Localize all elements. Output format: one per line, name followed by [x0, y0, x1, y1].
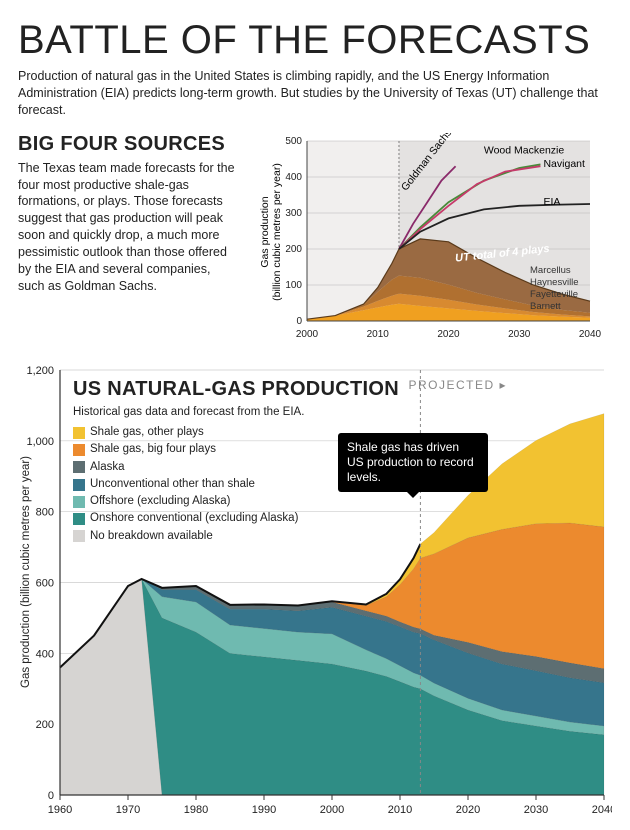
svg-text:2020: 2020: [456, 804, 480, 816]
legend-item: No breakdown available: [73, 528, 399, 545]
chevron-right-icon: ▸: [499, 378, 507, 392]
legend-label: No breakdown available: [90, 528, 213, 545]
legend-swatch: [73, 479, 85, 491]
svg-text:EIA: EIA: [543, 196, 560, 208]
svg-text:500: 500: [285, 136, 302, 147]
svg-text:2030: 2030: [508, 329, 531, 340]
projected-label: PROJECTED ▸: [408, 378, 507, 392]
svg-text:1970: 1970: [116, 804, 140, 816]
legend-item: Shale gas, big four plays: [73, 441, 399, 458]
svg-text:Haynesville: Haynesville: [530, 277, 579, 288]
svg-text:0: 0: [296, 316, 302, 327]
svg-text:Wood Mackenzie: Wood Mackenzie: [484, 144, 565, 156]
legend-swatch: [73, 444, 85, 456]
legend-label: Offshore (excluding Alaska): [90, 493, 230, 510]
svg-text:2000: 2000: [296, 329, 319, 340]
svg-text:200: 200: [285, 244, 302, 255]
svg-text:2000: 2000: [320, 804, 344, 816]
svg-text:2030: 2030: [524, 804, 548, 816]
legend-item: Shale gas, other plays: [73, 424, 399, 441]
svg-text:1,000: 1,000: [26, 435, 54, 447]
svg-text:200: 200: [36, 719, 54, 731]
legend-swatch: [73, 513, 85, 525]
legend-swatch: [73, 427, 85, 439]
svg-text:1,200: 1,200: [26, 365, 54, 377]
legend-swatch: [73, 496, 85, 508]
svg-text:(billion cubic metres per year: (billion cubic metres per year): [271, 163, 283, 301]
legend-swatch: [73, 530, 85, 542]
svg-text:Marcellus: Marcellus: [530, 265, 571, 276]
bigfour-title: BIG FOUR SOURCES: [18, 133, 238, 156]
legend-label: Shale gas, big four plays: [90, 441, 216, 458]
legend-item: Onshore conventional (excluding Alaska): [73, 510, 399, 527]
svg-text:1990: 1990: [252, 804, 276, 816]
svg-text:800: 800: [36, 506, 54, 518]
svg-text:0: 0: [48, 790, 54, 802]
svg-text:400: 400: [285, 172, 302, 183]
svg-text:Fayetteville: Fayetteville: [530, 289, 578, 300]
svg-text:2010: 2010: [388, 804, 412, 816]
small-chart-svg: 0 100 200 300 400 500 2000 2010 2020 2030 2040 Gas …: [252, 133, 602, 343]
big-chart-block: US NATURAL-GAS PRODUCTION Historical gas…: [18, 358, 612, 824]
big-chart-header: US NATURAL-GAS PRODUCTION Historical gas…: [73, 378, 399, 545]
legend-item: Unconventional other than shale: [73, 476, 399, 493]
small-chart: 0 100 200 300 400 500 2000 2010 2020 2030 2040 Gas …: [252, 133, 612, 348]
svg-text:2040: 2040: [579, 329, 602, 340]
svg-text:600: 600: [36, 577, 54, 589]
legend-label: Shale gas, other plays: [90, 424, 204, 441]
big-chart-subtitle: Historical gas data and forecast from th…: [73, 405, 399, 421]
legend-item: Alaska: [73, 459, 399, 476]
svg-text:300: 300: [285, 208, 302, 219]
svg-text:2020: 2020: [437, 329, 460, 340]
svg-text:Barnett: Barnett: [530, 301, 561, 312]
legend-label: Onshore conventional (excluding Alaska): [90, 510, 298, 527]
bigfour-body: The Texas team made forecasts for the fo…: [18, 160, 238, 295]
svg-text:2010: 2010: [367, 329, 390, 340]
svg-text:Navigant: Navigant: [543, 158, 585, 170]
svg-text:2040: 2040: [592, 804, 612, 816]
legend-item: Offshore (excluding Alaska): [73, 493, 399, 510]
svg-text:100: 100: [285, 280, 302, 291]
legend: Shale gas, other playsShale gas, big fou…: [73, 424, 399, 545]
row-bigfour: BIG FOUR SOURCES The Texas team made for…: [18, 133, 612, 348]
svg-text:400: 400: [36, 648, 54, 660]
svg-text:Gas production: Gas production: [259, 196, 271, 267]
legend-swatch: [73, 461, 85, 473]
legend-label: Unconventional other than shale: [90, 476, 255, 493]
legend-label: Alaska: [90, 459, 125, 476]
big-chart-ylabel: Gas production (billion cubic metres per…: [20, 456, 32, 688]
big-chart-title: US NATURAL-GAS PRODUCTION: [73, 378, 399, 401]
bigfour-text-block: BIG FOUR SOURCES The Texas team made for…: [18, 133, 238, 348]
page-title: BATTLE OF THE FORECASTS: [18, 20, 612, 60]
svg-text:1960: 1960: [48, 804, 72, 816]
svg-text:1980: 1980: [184, 804, 208, 816]
intro-text: Production of natural gas in the United …: [18, 68, 598, 119]
